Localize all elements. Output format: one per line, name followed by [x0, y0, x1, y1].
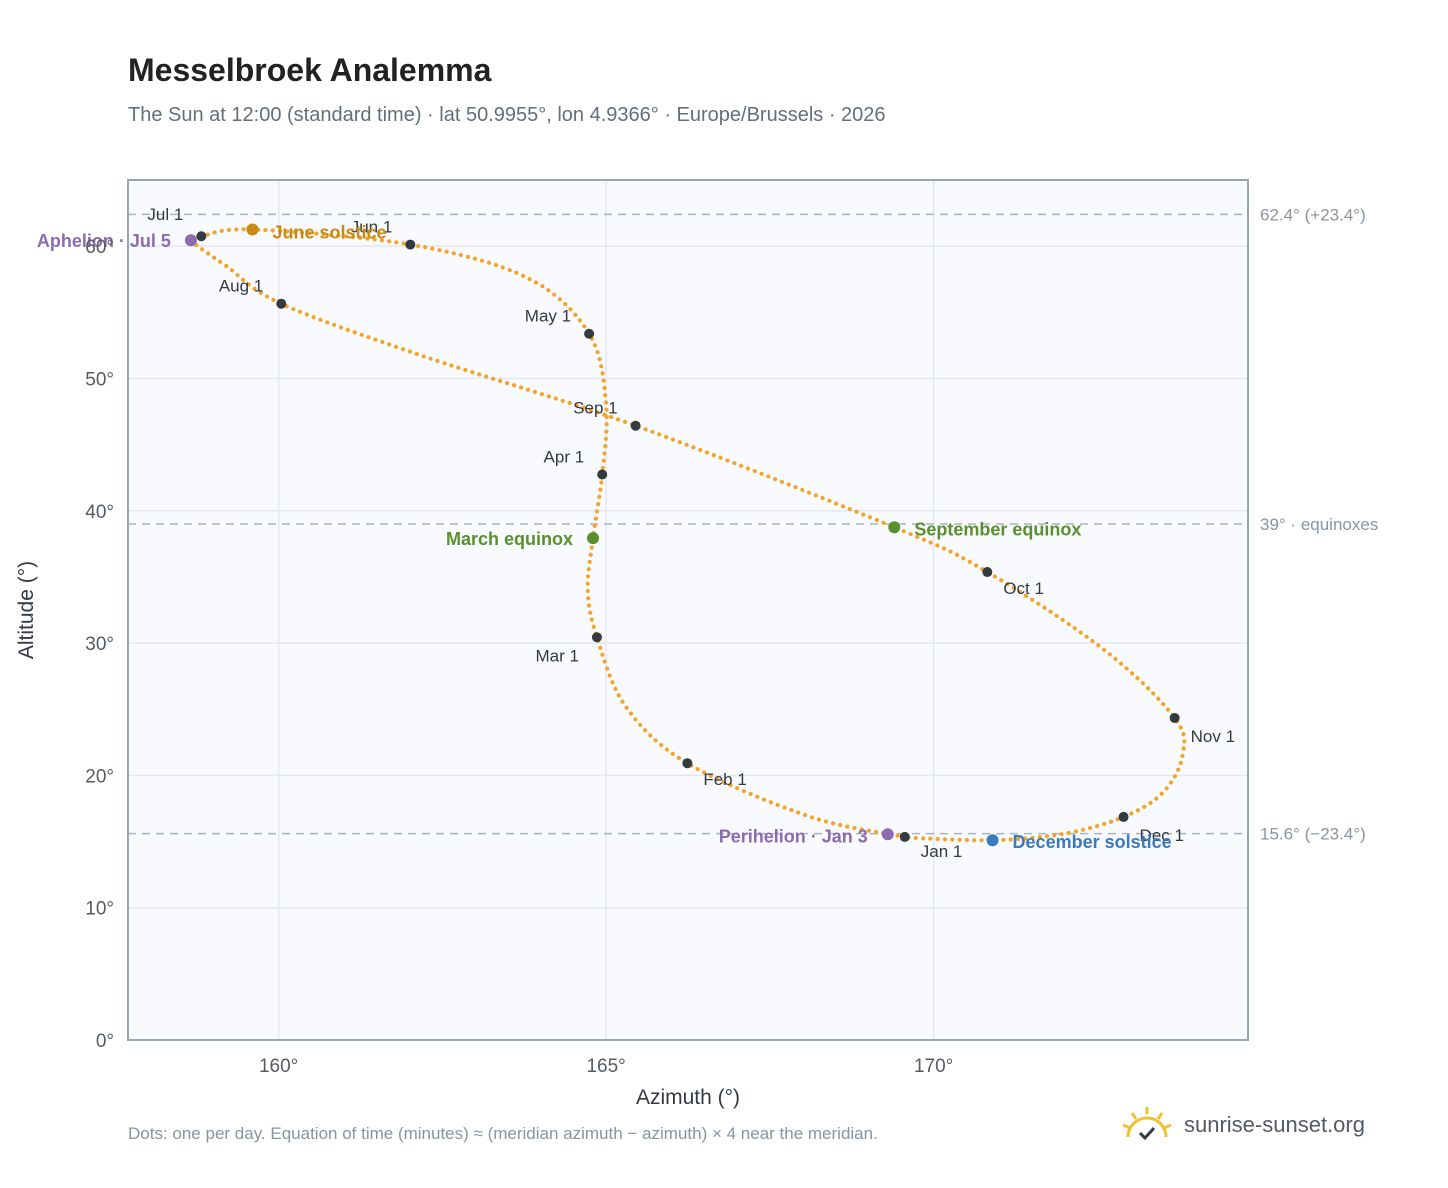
month-marker: [597, 469, 608, 480]
month-label: Apr 1: [544, 448, 585, 467]
month-label: Jan 1: [921, 842, 963, 861]
reference-lines: 62.4° (+23.4°) 39° · equinoxes 15.6° (−23.…: [128, 205, 1378, 844]
brand[interactable]: sunrise-sunset.org: [1120, 1100, 1365, 1150]
month-label: Sep 1: [573, 399, 617, 418]
y-tick-label: 0°: [96, 1031, 114, 1052]
event-label: September equinox: [914, 519, 1081, 539]
event-marker: [587, 532, 600, 545]
month-marker: [276, 298, 287, 309]
event-marker: [246, 223, 259, 236]
x-tick-label: 160°: [259, 1056, 298, 1077]
event-marker: [184, 234, 197, 247]
analemma-daily-dots: [187, 227, 1187, 843]
y-tick-label: 40°: [85, 502, 114, 523]
month-marker: [1118, 811, 1129, 822]
month-marker: [196, 231, 207, 242]
sun-logo-icon: [1122, 1107, 1172, 1141]
month-marker: [1169, 712, 1180, 723]
month-label: Dec 1: [1140, 826, 1184, 845]
month-marker: [899, 831, 910, 842]
month-label: Jul 1: [147, 205, 183, 224]
reference-label: 15.6° (−23.4°): [1260, 825, 1366, 844]
y-axis-title: Altitude (°): [15, 561, 38, 659]
analemma-curve: [187, 227, 1187, 843]
month-marker: [591, 632, 602, 643]
month-label: Jun 1: [351, 218, 393, 237]
event-label: June solstice: [272, 222, 386, 242]
month-label: Feb 1: [703, 770, 746, 789]
month-label: Mar 1: [535, 646, 578, 665]
event-label: December solstice: [1013, 832, 1172, 852]
plot-frame: [127, 179, 1249, 1041]
month-markers: Jan 1 Feb 1 Mar 1 Apr 1 May 1 Jun 1 Jul 1 Aug 1…: [147, 205, 1235, 861]
x-tick-label: 170°: [914, 1056, 953, 1077]
brand-name: sunrise-sunset.org: [1184, 1112, 1365, 1137]
reference-label: 62.4° (+23.4°): [1260, 205, 1366, 224]
event-markers: June solstice March equinox September equi…: [37, 222, 1172, 852]
reference-label: 39° · equinoxes: [1260, 515, 1378, 534]
chart-title: Messelbroek Analemma: [128, 52, 492, 88]
chart-subtitle: The Sun at 12:00 (standard time) · lat 5…: [128, 104, 886, 126]
event-marker: [986, 834, 999, 847]
month-marker: [584, 328, 595, 339]
plot-area: [128, 180, 1248, 1040]
month-label: Oct 1: [1003, 579, 1044, 598]
month-marker: [982, 567, 993, 578]
y-tick-label: 20°: [85, 766, 114, 787]
axes: 0° 10° 20° 30° 40° 50° 60° 160° 165° 170°: [85, 179, 1249, 1077]
month-label: Nov 1: [1191, 727, 1235, 746]
month-label: Aug 1: [219, 277, 263, 296]
y-tick-label: 10°: [85, 899, 114, 920]
event-marker: [881, 828, 894, 841]
x-axis-title: Azimuth (°): [636, 1086, 740, 1109]
y-tick-label: 30°: [85, 634, 114, 655]
y-tick-label: 50°: [85, 369, 114, 390]
y-tick-label: 60°: [85, 237, 114, 258]
x-tick-label: 165°: [586, 1056, 625, 1077]
month-marker: [405, 239, 416, 250]
event-label: March equinox: [446, 529, 573, 549]
month-marker: [682, 758, 693, 769]
event-label: Aphelion · Jul 5: [37, 231, 171, 251]
month-label: May 1: [525, 307, 571, 326]
event-marker: [888, 521, 901, 534]
grid: [128, 180, 1248, 1041]
footnote: Dots: one per day. Equation of time (min…: [128, 1124, 878, 1143]
event-label: Perihelion · Jan 3: [719, 826, 868, 846]
month-marker: [630, 420, 641, 431]
